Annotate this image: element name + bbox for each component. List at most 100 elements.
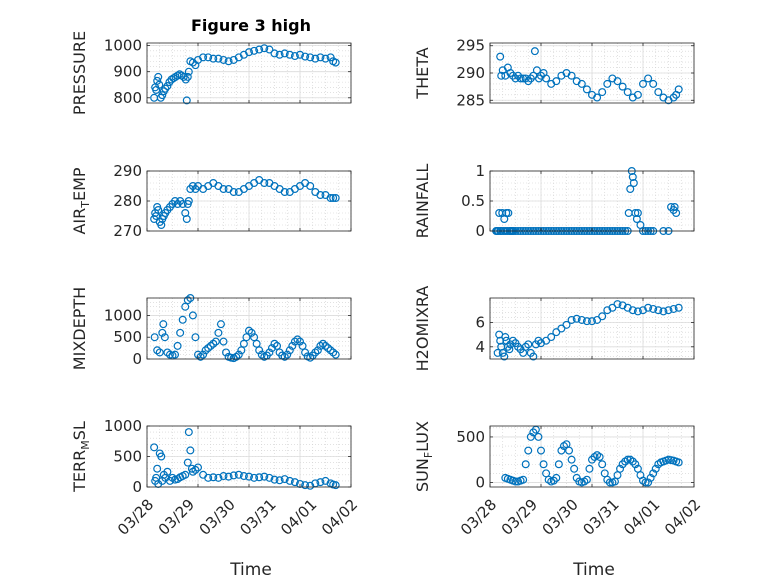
data-point <box>603 79 612 88</box>
data-point <box>183 296 192 305</box>
x-axis-label-right: Time <box>572 560 615 580</box>
data-point <box>280 352 289 361</box>
data-point <box>577 315 586 324</box>
y-axis-label-tail: SL <box>70 421 89 440</box>
data-point <box>664 306 673 315</box>
data-point <box>167 75 176 84</box>
data-point <box>255 346 264 355</box>
data-point <box>237 346 246 355</box>
data-point <box>199 53 208 62</box>
data-point <box>183 72 192 81</box>
data-point <box>629 179 638 188</box>
data-point <box>290 52 299 61</box>
data-point <box>234 470 243 479</box>
data-point <box>234 350 243 359</box>
data-point <box>186 446 195 455</box>
data-point <box>219 337 228 346</box>
data-point <box>184 67 193 76</box>
data-point <box>598 88 607 97</box>
y-axis-label: TERRMSL <box>70 421 92 493</box>
data-point <box>290 337 299 346</box>
series-h2omixra <box>493 300 683 361</box>
data-point <box>331 350 340 359</box>
data-point <box>504 209 513 218</box>
data-point <box>204 473 213 482</box>
data-point <box>191 333 200 342</box>
data-point <box>316 478 325 487</box>
y-tick-label: 500 <box>113 448 142 466</box>
data-point <box>582 85 591 94</box>
y-axis-label-main: H2OMIXRA <box>413 286 432 372</box>
y-tick-label: 6 <box>475 313 485 331</box>
subplot-rainfall: 0 0.5 1 RAINFALL <box>413 162 695 240</box>
data-point <box>318 339 327 348</box>
data-point <box>557 446 566 455</box>
data-point <box>562 320 571 329</box>
data-point <box>150 333 159 342</box>
data-point <box>285 476 294 485</box>
data-point <box>155 80 164 89</box>
data-point <box>505 345 514 354</box>
data-point <box>577 79 586 88</box>
series-theta <box>496 47 683 105</box>
data-point <box>616 464 625 473</box>
data-point <box>154 206 163 215</box>
data-point <box>567 71 576 80</box>
data-point <box>219 185 228 194</box>
data-point <box>298 341 307 350</box>
data-point <box>649 304 658 313</box>
data-point <box>181 470 190 479</box>
data-point <box>214 54 223 63</box>
data-point <box>500 352 509 361</box>
y-axis-label: AIRTEMP <box>70 167 92 234</box>
data-point <box>265 45 274 54</box>
data-point <box>326 346 335 355</box>
data-point <box>245 472 254 481</box>
data-point <box>211 337 220 346</box>
data-point <box>283 350 292 359</box>
data-point <box>260 179 269 188</box>
data-point <box>250 333 259 342</box>
figure-title: Figure 3 high <box>191 16 311 35</box>
data-point <box>646 473 655 482</box>
data-point <box>526 432 535 441</box>
data-point <box>632 215 641 224</box>
data-point <box>593 93 602 102</box>
y-axis-label-tail: LUX <box>413 421 432 452</box>
data-point <box>316 341 325 350</box>
data-point <box>674 85 683 94</box>
data-point <box>153 76 162 85</box>
data-point <box>524 340 533 349</box>
data-point <box>188 311 197 320</box>
data-point <box>598 460 607 469</box>
y-axis-label: PRESSURE <box>70 31 89 115</box>
data-point <box>247 328 256 337</box>
data-point <box>644 303 653 312</box>
data-point <box>158 91 167 100</box>
data-point <box>201 346 210 355</box>
data-point <box>498 348 507 357</box>
y-axis-label-main: THETA <box>413 47 432 99</box>
subplot-theta: 285 290 295 THETA <box>413 37 695 109</box>
data-point <box>644 478 653 487</box>
y-axis-label-main: MIXDEPTH <box>70 287 89 370</box>
data-point <box>184 428 193 437</box>
data-point <box>608 303 617 312</box>
data-point <box>280 188 289 197</box>
y-axis-label-main: SUN <box>413 458 432 492</box>
data-point <box>613 300 622 309</box>
series-air_temp <box>150 176 340 230</box>
data-point <box>539 460 548 469</box>
data-point <box>521 342 530 351</box>
data-point <box>530 47 539 56</box>
data-point <box>285 346 294 355</box>
y-tick-label: 285 <box>456 91 485 109</box>
x-tick-label: 03/31 <box>579 496 622 539</box>
data-point <box>301 52 310 61</box>
x-tick-label: 03/29 <box>498 496 541 539</box>
data-point <box>199 350 208 359</box>
x-tick-label: 03/30 <box>539 496 582 539</box>
data-point <box>516 74 525 83</box>
